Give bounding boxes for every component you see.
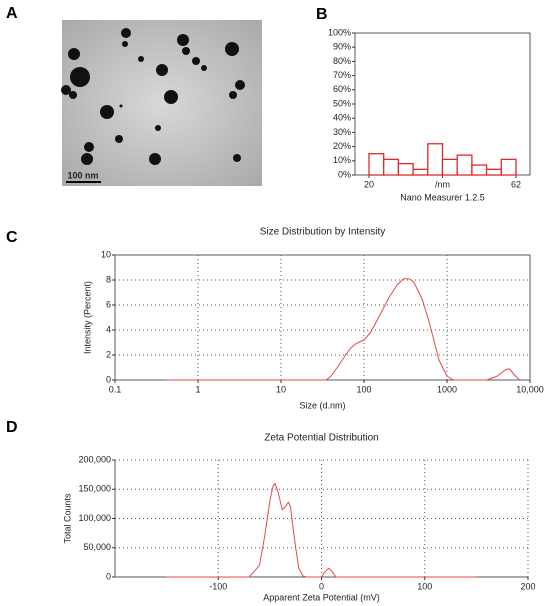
y-tick-label: 50%	[333, 98, 351, 108]
y-tick-label: 70%	[333, 70, 351, 80]
y-tick-label: 2	[106, 349, 111, 359]
y-tick-label: 0%	[338, 169, 351, 179]
y-tick-label: 0	[106, 374, 111, 384]
x-tick-label: 1	[195, 384, 200, 394]
bar	[383, 158, 400, 176]
x-tick-label: 100	[356, 384, 371, 394]
plot-area	[114, 254, 531, 381]
bar	[471, 164, 488, 176]
y-tick-label: 50,000	[83, 542, 111, 552]
bar	[427, 143, 444, 176]
x-tick-label: -100	[209, 581, 227, 591]
bar	[485, 168, 502, 176]
panel-label: C	[6, 229, 18, 246]
panel-label: A	[6, 5, 18, 22]
tem-image	[61, 20, 262, 186]
y-axis-label: Total Counts	[62, 493, 72, 544]
x-tick-label: 100	[417, 581, 432, 591]
data-line	[164, 278, 520, 381]
y-axis-label: Intensity (Percent)	[82, 281, 92, 354]
plot-area	[115, 460, 528, 577]
bar	[412, 168, 429, 176]
bar	[368, 153, 385, 176]
x-tick-label: 62	[511, 179, 521, 189]
x-tick-label: 0	[319, 581, 324, 591]
y-tick-label: 200,000	[78, 454, 111, 464]
panel-label: B	[316, 6, 328, 23]
bar	[500, 158, 517, 176]
y-tick-label: 90%	[333, 42, 351, 52]
x-axis-label: Size (d.nm)	[299, 400, 345, 410]
x-tick-label: 200	[520, 581, 535, 591]
y-tick-label: 150,000	[78, 484, 111, 494]
y-tick-label: 40%	[333, 113, 351, 123]
y-tick-label: 0	[106, 571, 111, 581]
y-tick-label: 20%	[333, 141, 351, 151]
x-tick-label: 1000	[437, 384, 457, 394]
y-tick-label: 100,000	[78, 513, 111, 523]
bar	[441, 158, 458, 176]
y-tick-label: 60%	[333, 84, 351, 94]
y-tick-label: 30%	[333, 127, 351, 137]
chart-title: Size Distribution by Intensity	[260, 227, 386, 238]
bar	[456, 154, 473, 176]
data-line	[166, 482, 477, 578]
y-tick-label: 4	[106, 324, 111, 334]
panel-label: D	[6, 419, 18, 436]
x-tick-label: 0.1	[109, 384, 122, 394]
x-axis-label: Nano Measurer 1.2.5	[400, 192, 485, 202]
y-tick-label: 100%	[328, 27, 351, 37]
x-tick-label: 10	[276, 384, 286, 394]
chart-title: Zeta Potential Distribution	[264, 433, 379, 444]
x-tick-label: /nm	[435, 179, 450, 189]
y-tick-label: 8	[106, 274, 111, 284]
x-axis-label: Apparent Zeta Potential (mV)	[263, 592, 380, 602]
x-tick-label: 10,000	[516, 384, 544, 394]
x-tick-label: 20	[364, 179, 374, 189]
y-tick-label: 80%	[333, 56, 351, 66]
bar	[397, 162, 414, 176]
y-tick-label: 10	[101, 249, 111, 259]
y-tick-label: 10%	[333, 155, 351, 165]
scale-bar-label: 100 nm	[67, 170, 98, 180]
y-tick-label: 6	[106, 299, 111, 309]
